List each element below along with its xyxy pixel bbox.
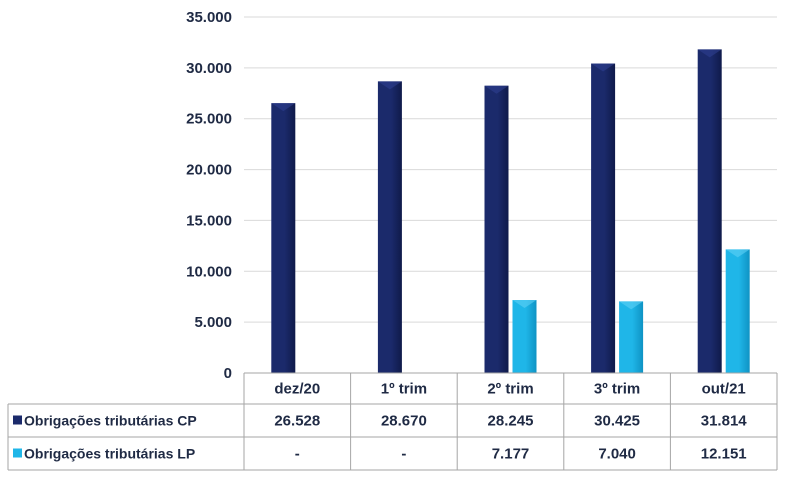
bar-bevel bbox=[697, 49, 722, 58]
category-label: out/21 bbox=[702, 381, 746, 398]
data-label: - bbox=[401, 446, 406, 463]
data-label: 30.425 bbox=[594, 413, 640, 430]
bar-cp bbox=[271, 103, 296, 374]
y-tick-label: 25.000 bbox=[186, 111, 232, 128]
category-label: dez/20 bbox=[274, 381, 320, 398]
y-axis-ticks: 35.000 30.000 25.000 20.000 15.000 10.000 5.00… bbox=[186, 9, 232, 382]
category-label: 1º trim bbox=[381, 381, 427, 398]
bar-bevel bbox=[512, 299, 537, 308]
bar-cp bbox=[484, 85, 509, 373]
data-label: 7.177 bbox=[492, 446, 530, 463]
y-tick-label: 35.000 bbox=[186, 9, 232, 26]
legend-swatch-lp bbox=[13, 448, 22, 458]
data-label: 28.245 bbox=[488, 413, 534, 430]
data-table: dez/20 1º trim 2º trim 3º trim out/21 Obrigaç… bbox=[7, 372, 778, 471]
bar-bevel bbox=[377, 81, 402, 90]
bars bbox=[271, 49, 750, 374]
bar-bevel bbox=[271, 103, 296, 112]
y-tick-label: 5.000 bbox=[194, 314, 232, 331]
gridlines bbox=[244, 16, 777, 374]
y-tick-label: 30.000 bbox=[186, 60, 232, 77]
bar-lp bbox=[619, 301, 644, 373]
bar-bevel bbox=[591, 63, 616, 72]
y-tick-label: 0 bbox=[224, 365, 232, 382]
bar-cp bbox=[591, 63, 616, 373]
legend-label: Obrigações tributárias CP bbox=[24, 413, 197, 429]
bar-cp bbox=[697, 49, 722, 374]
legend-swatch-cp bbox=[13, 415, 22, 425]
data-label: 26.528 bbox=[274, 413, 320, 430]
category-label: 3º trim bbox=[594, 381, 640, 398]
y-tick-label: 15.000 bbox=[186, 212, 232, 229]
y-tick-label: 20.000 bbox=[186, 162, 232, 179]
category-label: 2º trim bbox=[487, 381, 533, 398]
bar-cp bbox=[377, 81, 402, 374]
bar-lp bbox=[725, 249, 750, 373]
data-label: 7.040 bbox=[598, 446, 636, 463]
y-tick-label: 10.000 bbox=[186, 263, 232, 280]
bar-bevel bbox=[725, 249, 750, 258]
bar-lp bbox=[512, 299, 537, 373]
bar-bevel bbox=[484, 85, 509, 94]
data-label: - bbox=[295, 446, 300, 463]
data-label: 31.814 bbox=[701, 413, 748, 430]
bar-bevel bbox=[619, 301, 644, 310]
legend-label: Obrigações tributárias LP bbox=[24, 446, 195, 462]
data-label: 12.151 bbox=[701, 446, 747, 463]
data-label: 28.670 bbox=[381, 413, 427, 430]
